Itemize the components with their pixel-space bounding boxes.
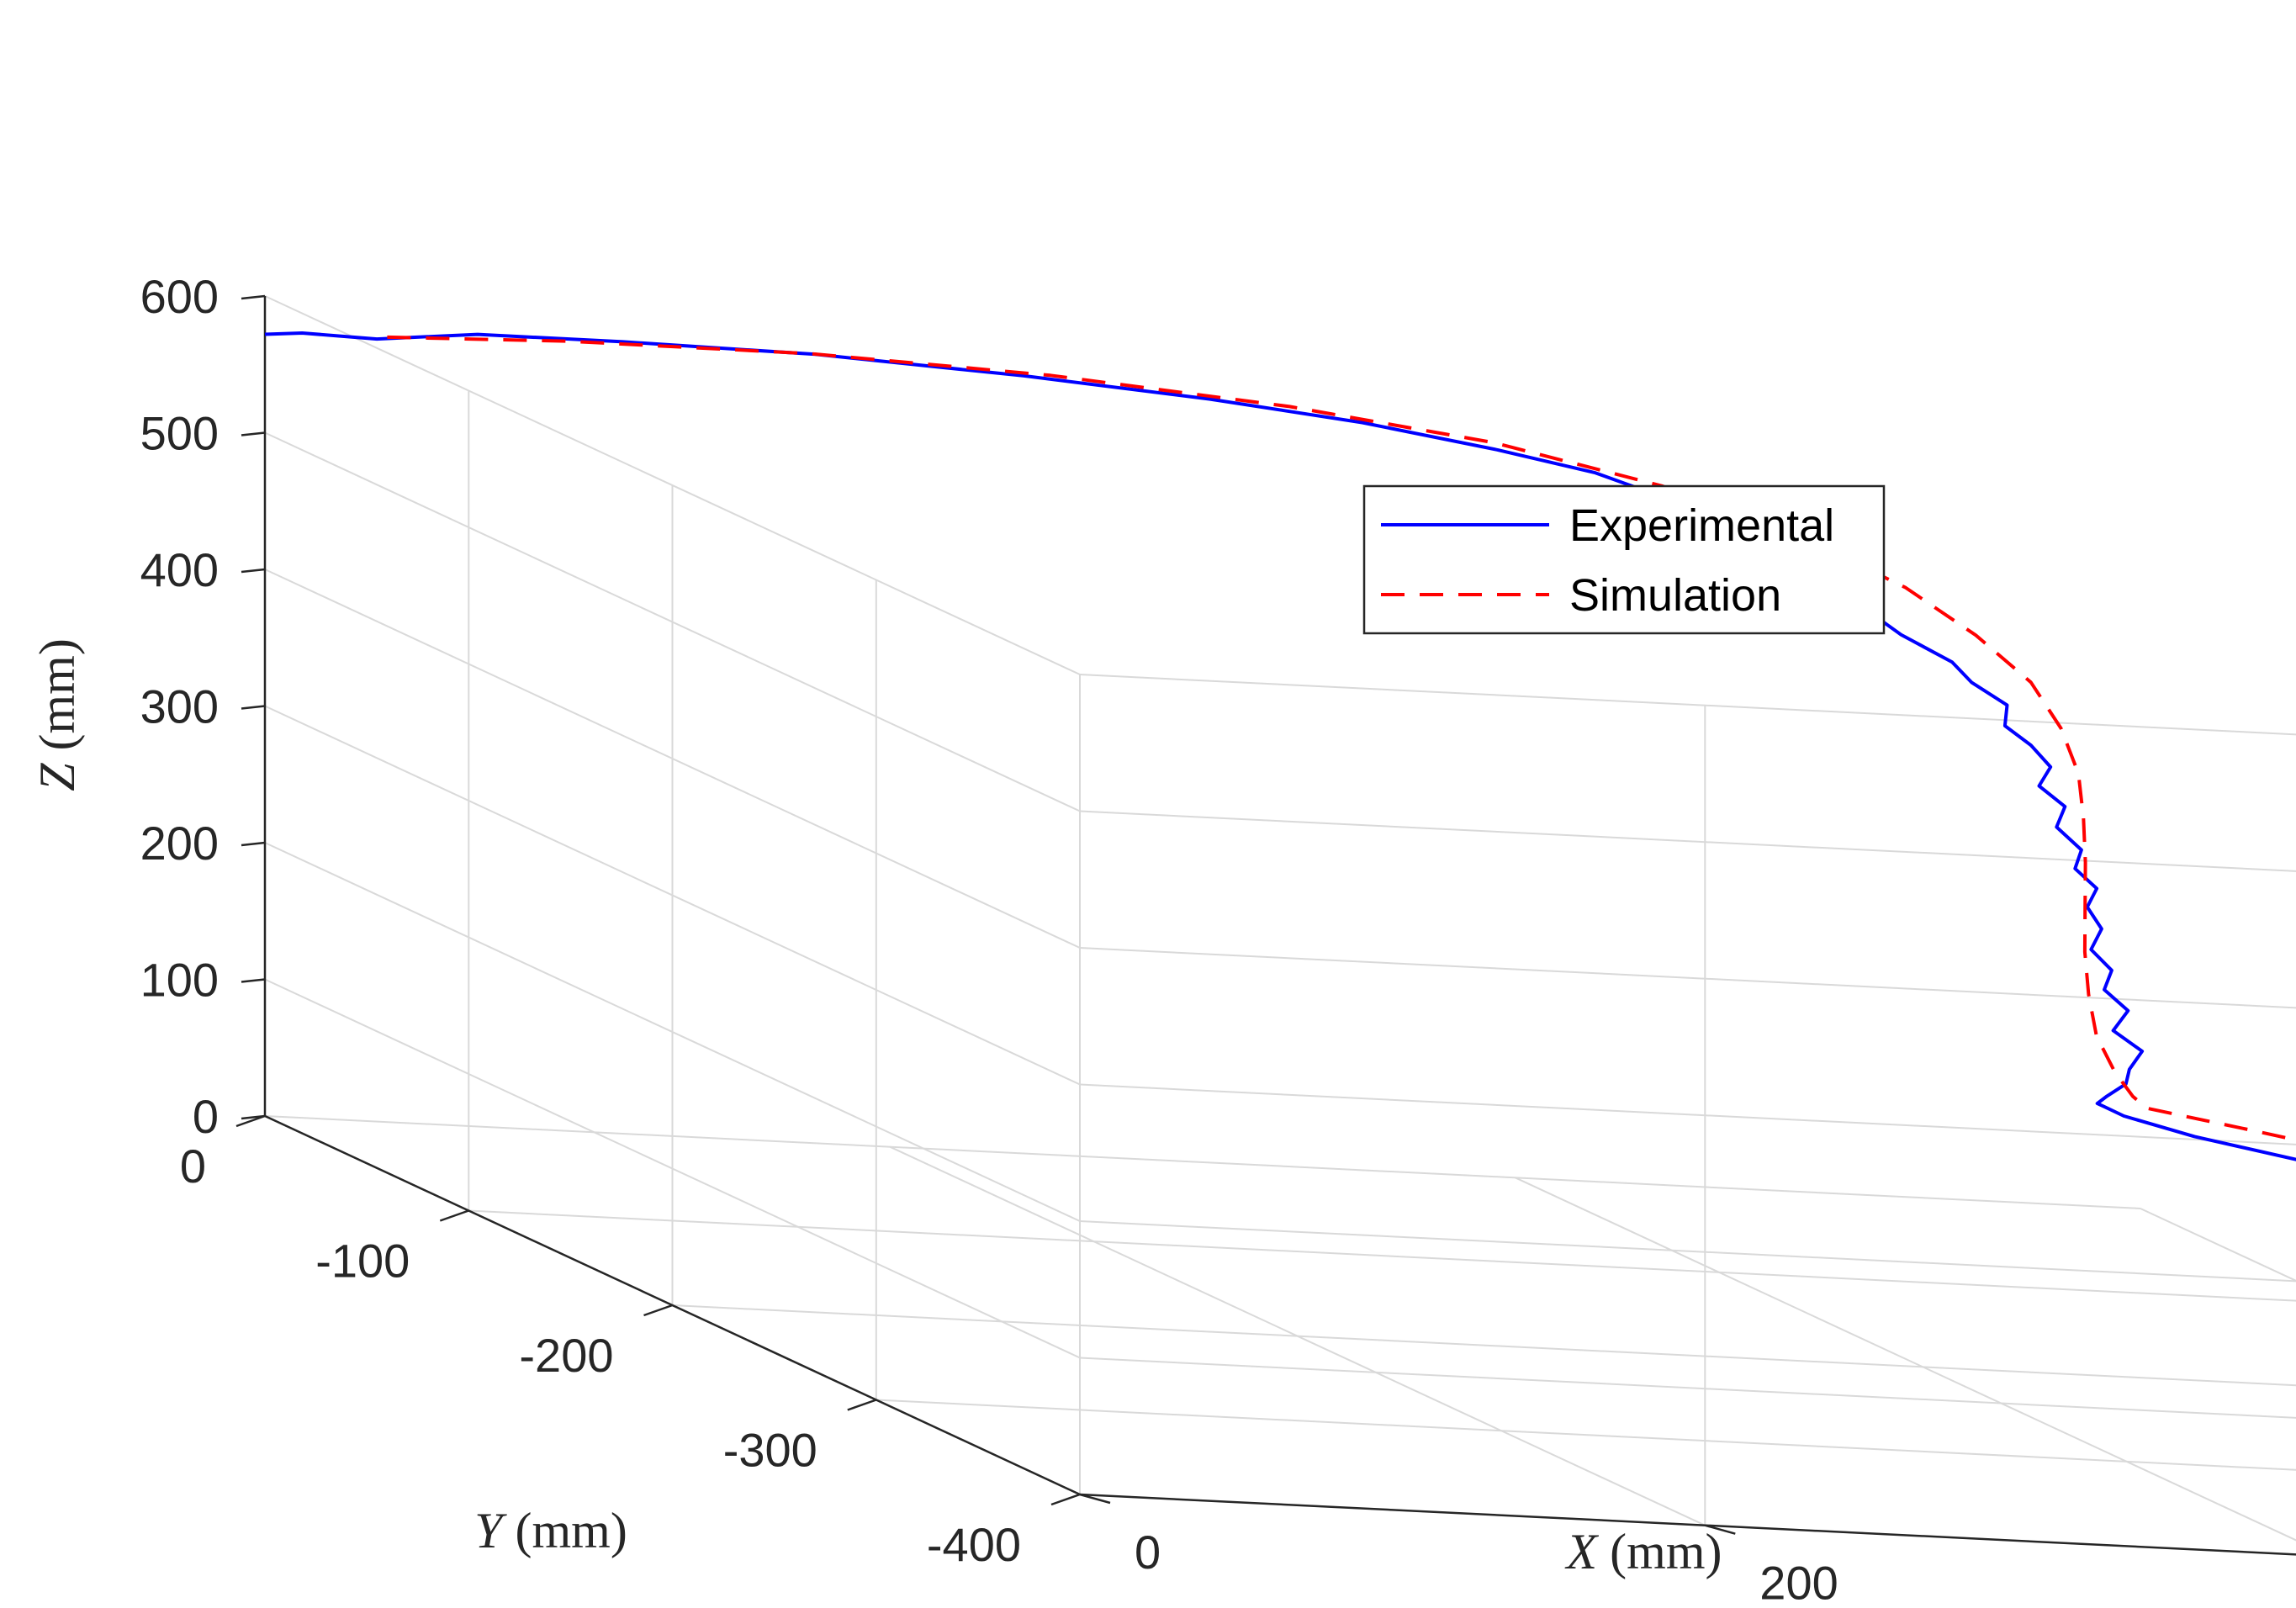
x-axis-line bbox=[1079, 1493, 2296, 1556]
z-axis-title: Z (mm) bbox=[29, 638, 85, 791]
z-tick-label: 300 bbox=[140, 680, 219, 733]
y-axis-unit: (mm) bbox=[503, 1503, 627, 1558]
grid-line bbox=[1079, 810, 2296, 872]
x-axis-unit: (mm) bbox=[1597, 1524, 1722, 1579]
axis-layer: 0 100 200 300 400 500 600 0 -100 -200 -300 -400 0 200… bbox=[140, 270, 2296, 1608]
grid-line bbox=[1079, 674, 2296, 736]
grid-line bbox=[264, 569, 1081, 949]
y-tick bbox=[1050, 1493, 1081, 1506]
z-tick-label: 100 bbox=[140, 954, 219, 1007]
z-tick-label: 0 bbox=[193, 1090, 219, 1143]
legend: Experimental Simulation bbox=[1362, 484, 1886, 635]
x-tick-label: 200 bbox=[1759, 1557, 1838, 1608]
x-tick bbox=[1704, 1524, 1736, 1535]
series-line-simulation bbox=[387, 335, 2296, 1142]
grid-line bbox=[2140, 1208, 2296, 1283]
y-tick-label: -300 bbox=[723, 1424, 817, 1477]
grid-line bbox=[264, 705, 1081, 1086]
x-tick-label: 0 bbox=[1135, 1526, 1161, 1579]
z-axis-unit: (mm) bbox=[29, 638, 85, 763]
grid-line bbox=[264, 295, 1081, 675]
grid-line bbox=[876, 1399, 2296, 1471]
x-tick bbox=[1079, 1493, 1111, 1505]
y-tick bbox=[847, 1399, 877, 1411]
legend-box bbox=[1362, 484, 1886, 635]
z-tick bbox=[241, 568, 266, 574]
y-tick bbox=[235, 1114, 266, 1128]
grid-line bbox=[264, 1115, 2141, 1209]
grid-line bbox=[1079, 1083, 2296, 1145]
z-tick bbox=[241, 294, 266, 300]
y-axis-var: Y bbox=[474, 1503, 507, 1558]
x-axis-title: X (mm) bbox=[1565, 1524, 1722, 1579]
grid-line bbox=[1079, 947, 2296, 1009]
z-tick bbox=[241, 431, 266, 436]
grid-line bbox=[264, 431, 1081, 812]
grid-line bbox=[1079, 1220, 2296, 1283]
y-tick-label: -100 bbox=[315, 1235, 410, 1288]
y-tick-label: 0 bbox=[180, 1140, 206, 1193]
legend-simulation-label: Simulation bbox=[1569, 570, 1781, 621]
y-tick bbox=[643, 1304, 673, 1317]
z-tick-label: 200 bbox=[140, 817, 219, 870]
grid-layer bbox=[264, 295, 2296, 1556]
grid-line bbox=[264, 978, 1081, 1359]
y-tick-label: -200 bbox=[519, 1329, 613, 1382]
grid-line bbox=[672, 1304, 2296, 1387]
z-tick bbox=[241, 841, 266, 847]
z-axis-var: Z bbox=[29, 763, 85, 791]
x-axis-var: X bbox=[1565, 1524, 1600, 1579]
z-tick-label: 600 bbox=[140, 270, 219, 323]
y-tick bbox=[439, 1209, 469, 1222]
z-tick-label: 500 bbox=[140, 407, 219, 460]
grid-line bbox=[264, 842, 1081, 1222]
z-tick bbox=[241, 705, 266, 710]
y-tick-label: -400 bbox=[927, 1518, 1021, 1571]
z-tick-label: 400 bbox=[140, 543, 219, 596]
z-tick bbox=[241, 978, 266, 983]
legend-experimental-label: Experimental bbox=[1569, 500, 1834, 551]
grid-line bbox=[468, 1209, 2296, 1302]
grid-line bbox=[1079, 1357, 2296, 1419]
y-axis-title: Y (mm) bbox=[474, 1503, 627, 1558]
